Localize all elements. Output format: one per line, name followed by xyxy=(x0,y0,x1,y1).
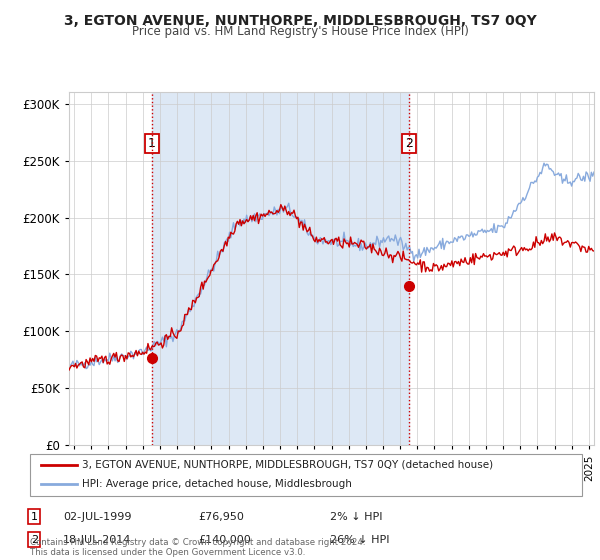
Text: £76,950: £76,950 xyxy=(198,512,244,522)
Text: 18-JUL-2014: 18-JUL-2014 xyxy=(63,535,131,545)
Text: 2: 2 xyxy=(406,137,413,150)
Text: 2% ↓ HPI: 2% ↓ HPI xyxy=(330,512,383,522)
Text: HPI: Average price, detached house, Middlesbrough: HPI: Average price, detached house, Midd… xyxy=(82,479,352,489)
Text: Price paid vs. HM Land Registry's House Price Index (HPI): Price paid vs. HM Land Registry's House … xyxy=(131,25,469,38)
Text: 1: 1 xyxy=(148,137,156,150)
Text: 02-JUL-1999: 02-JUL-1999 xyxy=(63,512,131,522)
Text: Contains HM Land Registry data © Crown copyright and database right 2024.
This d: Contains HM Land Registry data © Crown c… xyxy=(30,538,365,557)
Bar xyxy=(152,92,409,445)
FancyBboxPatch shape xyxy=(30,454,582,496)
Text: 1: 1 xyxy=(31,512,38,522)
Text: £140,000: £140,000 xyxy=(198,535,251,545)
Text: 3, EGTON AVENUE, NUNTHORPE, MIDDLESBROUGH, TS7 0QY (detached house): 3, EGTON AVENUE, NUNTHORPE, MIDDLESBROUG… xyxy=(82,460,494,470)
Text: 3, EGTON AVENUE, NUNTHORPE, MIDDLESBROUGH, TS7 0QY: 3, EGTON AVENUE, NUNTHORPE, MIDDLESBROUG… xyxy=(64,14,536,28)
Text: 2: 2 xyxy=(31,535,38,545)
Text: 26% ↓ HPI: 26% ↓ HPI xyxy=(330,535,389,545)
